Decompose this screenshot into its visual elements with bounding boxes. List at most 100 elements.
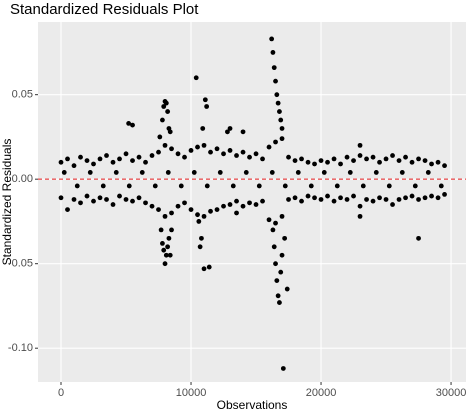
point xyxy=(202,97,208,103)
point xyxy=(383,197,389,202)
point xyxy=(227,148,233,153)
point xyxy=(271,65,277,71)
point xyxy=(274,278,280,283)
point xyxy=(292,158,298,163)
point xyxy=(278,269,284,275)
point xyxy=(196,219,202,224)
point xyxy=(197,244,203,250)
point xyxy=(143,200,148,206)
point xyxy=(344,154,350,160)
point xyxy=(279,252,285,258)
point xyxy=(227,126,233,131)
point xyxy=(377,195,382,201)
point xyxy=(104,197,109,202)
x-tick-label: 20000 xyxy=(306,387,337,399)
point xyxy=(279,136,285,142)
point xyxy=(338,195,343,201)
point xyxy=(247,154,252,160)
point xyxy=(110,202,116,207)
point xyxy=(200,126,206,131)
point xyxy=(370,154,376,160)
point xyxy=(169,227,174,233)
point xyxy=(110,159,116,165)
point xyxy=(338,161,343,167)
point xyxy=(113,170,119,175)
point xyxy=(175,151,181,157)
point xyxy=(78,200,83,206)
point xyxy=(65,207,70,213)
point xyxy=(269,170,275,175)
point xyxy=(91,198,96,204)
point xyxy=(230,183,236,189)
point xyxy=(273,139,278,145)
x-tick-label: 10000 xyxy=(176,387,207,399)
point xyxy=(87,170,93,175)
point xyxy=(318,158,324,163)
point xyxy=(435,159,441,165)
point xyxy=(334,183,340,189)
points xyxy=(58,36,447,371)
point xyxy=(58,195,64,201)
y-tick-label: -0.10 xyxy=(8,342,33,354)
point xyxy=(162,261,168,267)
point xyxy=(284,286,290,292)
point xyxy=(149,203,155,209)
point xyxy=(188,148,194,153)
point xyxy=(240,203,246,209)
point xyxy=(193,75,199,81)
point xyxy=(403,154,408,160)
point xyxy=(165,244,171,250)
point xyxy=(234,153,239,158)
point xyxy=(266,217,272,223)
y-tick-label: -0.05 xyxy=(8,258,33,270)
point xyxy=(325,159,330,165)
point xyxy=(269,36,275,42)
point xyxy=(97,156,103,162)
point xyxy=(357,213,363,219)
point xyxy=(201,213,207,219)
point xyxy=(282,183,288,189)
point xyxy=(416,156,421,162)
point xyxy=(351,193,356,199)
point xyxy=(403,195,408,201)
point xyxy=(149,153,155,158)
point xyxy=(416,197,421,202)
point xyxy=(214,207,220,213)
point xyxy=(425,170,431,175)
point xyxy=(84,158,90,163)
point xyxy=(123,197,129,202)
point xyxy=(416,235,421,241)
x-tick-label: 0 xyxy=(58,387,64,399)
point xyxy=(390,153,395,158)
point xyxy=(169,146,174,152)
point xyxy=(74,183,80,189)
point xyxy=(286,154,291,160)
point xyxy=(139,170,145,175)
point xyxy=(169,210,174,216)
chart-title: Standardized Residuals Plot xyxy=(10,1,199,18)
point xyxy=(270,227,276,233)
point xyxy=(78,154,83,160)
point xyxy=(91,161,96,167)
point xyxy=(221,151,226,157)
point xyxy=(277,300,282,305)
x-axis-title: Observations xyxy=(217,398,288,412)
point xyxy=(204,104,210,109)
point xyxy=(274,92,280,98)
point xyxy=(318,197,324,202)
y-tick-label: 0.00 xyxy=(12,173,33,185)
point xyxy=(166,235,172,241)
x-tick-label: 30000 xyxy=(436,387,467,399)
point xyxy=(422,158,428,163)
point xyxy=(234,198,239,204)
point xyxy=(182,200,187,206)
point xyxy=(123,151,129,157)
point xyxy=(240,129,246,135)
point xyxy=(271,244,277,250)
point xyxy=(331,156,337,162)
point xyxy=(275,100,281,106)
point xyxy=(104,153,109,158)
point xyxy=(253,202,259,207)
point xyxy=(143,159,148,165)
